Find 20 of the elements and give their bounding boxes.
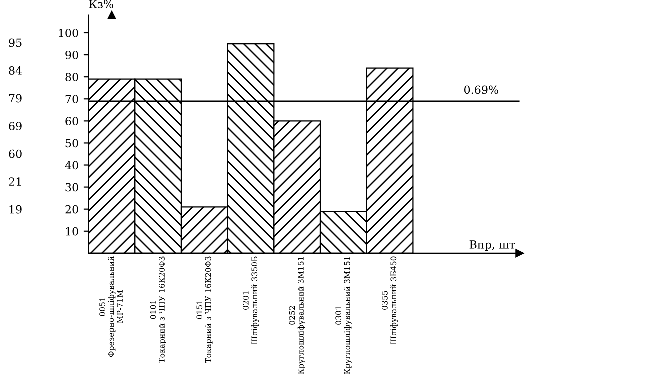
text: Впр, шт	[470, 240, 516, 252]
y-tick-label: 10	[66, 227, 78, 236]
y-tick-label: 50	[66, 139, 78, 148]
text: 60	[9, 150, 22, 158]
text: 19	[10, 205, 22, 214]
y-tick-label: 40	[65, 161, 78, 170]
text: 21	[9, 178, 22, 186]
text: 69	[9, 122, 22, 130]
y-tick-label: 80	[66, 73, 78, 82]
text: 84	[9, 66, 22, 75]
y-tick-label: 60	[66, 117, 78, 126]
text: 79	[9, 94, 22, 103]
y-tick-label: 90	[66, 51, 78, 60]
text: 0.69%	[464, 86, 498, 94]
y-tick-label: 70	[66, 95, 78, 104]
y-axis-title: Кз%	[89, 0, 114, 8]
y-tick-label: 20	[66, 205, 78, 214]
y-tick-label: 100	[59, 28, 78, 38]
y-tick-label: 30	[66, 183, 78, 192]
text: 95	[9, 38, 22, 48]
